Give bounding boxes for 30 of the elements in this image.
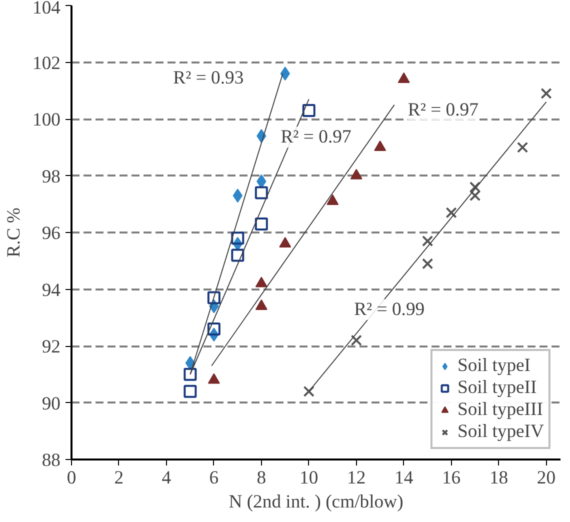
legend-label: Soil typeIV: [457, 421, 544, 443]
annotation: R² = 0.97: [280, 126, 352, 148]
x-tick-label: 8: [256, 468, 266, 488]
y-tick-label: 104: [32, 0, 62, 18]
annotation: R² = 0.99: [354, 299, 425, 320]
x-tick-label: 14: [394, 468, 414, 488]
y-tick-label: 102: [32, 52, 60, 74]
x-tick-label: 12: [347, 468, 366, 488]
annotation: R² = 0.97: [408, 99, 478, 120]
x-tick-label: 16: [442, 468, 461, 488]
legend-label: Soil typeI: [457, 355, 531, 377]
annotation: R² = 0.93: [173, 68, 244, 89]
x-tick-label: 6: [209, 468, 219, 488]
x-tick-label: 2: [114, 468, 124, 488]
y-tick-label: 100: [32, 110, 60, 130]
y-axis-title: R.C %: [4, 208, 25, 258]
y-tick-label: 98: [42, 166, 60, 188]
x-tick-label: 20: [536, 468, 556, 488]
y-tick-label: 92: [42, 336, 60, 358]
y-tick-label: 90: [42, 393, 60, 414]
y-tick-label: 96: [42, 223, 60, 244]
y-tick-label: 94: [42, 280, 62, 301]
y-tick-label: 88: [42, 450, 60, 471]
legend-label: Soil typeIII: [457, 399, 543, 421]
x-axis-title: N (2nd int. ) (cm/blow): [228, 492, 404, 512]
x-tick-label: 18: [489, 468, 508, 488]
x-tick-label: 10: [300, 468, 318, 488]
x-tick-label: 0: [66, 468, 76, 488]
legend-label: Soil typeII: [457, 377, 537, 399]
x-tick-label: 4: [162, 468, 172, 488]
